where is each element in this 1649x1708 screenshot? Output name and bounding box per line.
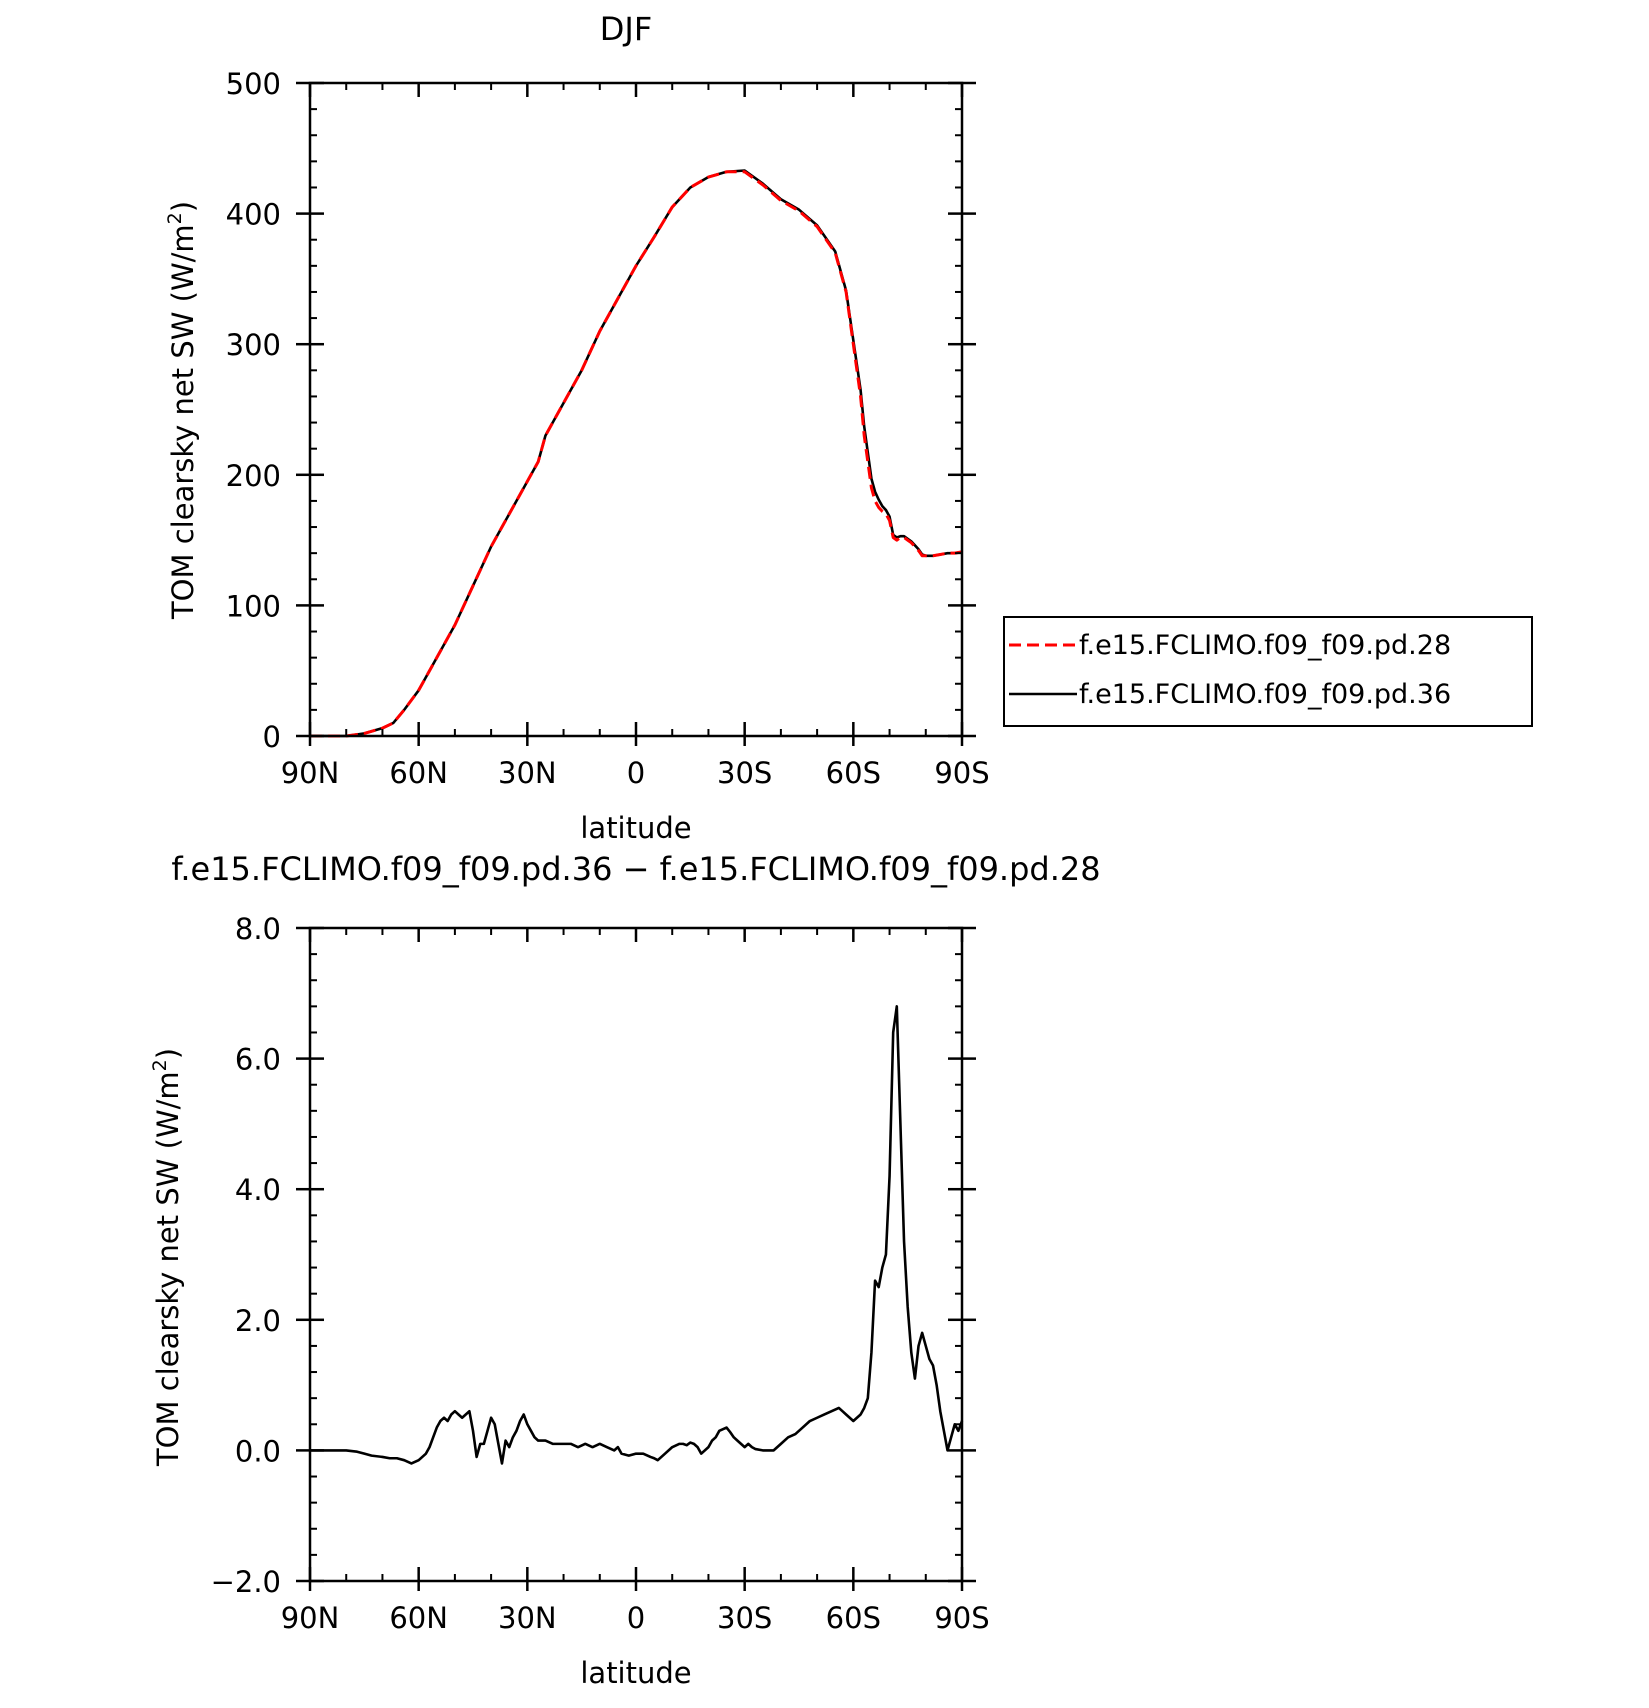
bottom-chart-y-tick-label: −2.0 (211, 1565, 281, 1599)
bottom-chart-y-axis-title: TOM clearsky net SW (W/m2) (149, 1048, 185, 1467)
top-chart: DJF 90N 60N 30N 0 30S 60S 90S0100200300400500 … (164, 10, 1533, 845)
bottom-chart-y-axis-title-end: ) (151, 1048, 185, 1059)
legend-label-pd36: f.e15.FCLIMO.f09_f09.pd.36 (1079, 679, 1451, 710)
top-chart-x-tick-label: 60S (826, 756, 881, 790)
legend-label-pd28: f.e15.FCLIMO.f09_f09.pd.28 (1079, 630, 1451, 661)
top-chart-y-tick-label: 0 (263, 720, 281, 754)
top-chart-series-line-0 (310, 170, 963, 738)
top-chart-y-tick-label: 400 (226, 198, 281, 232)
bottom-chart: f.e15.FCLIMO.f09_f09.pd.36 − f.e15.FCLIM… (149, 850, 1101, 1690)
bottom-chart-x-tick-label: 90S (934, 1601, 989, 1635)
top-chart-plot-frame (308, 81, 964, 738)
bottom-chart-y-axis-title-group: TOM clearsky net SW (W/m2) (149, 1048, 185, 1467)
bottom-chart-x-tick-label: 90N (281, 1601, 340, 1635)
top-chart-x-tick-label: 30S (717, 756, 772, 790)
bottom-chart-y-axis-title-main: TOM clearsky net SW (W/m (151, 1071, 185, 1467)
bottom-chart-x-tick-label: 60S (826, 1601, 881, 1635)
bottom-chart-x-tick-label: 60N (389, 1601, 448, 1635)
top-chart-y-tick-label: 500 (226, 67, 281, 101)
bottom-chart-y-tick-label: 8.0 (235, 912, 281, 946)
top-chart-x-tick-label: 0 (627, 756, 645, 790)
bottom-chart-y-tick-label: 2.0 (235, 1304, 281, 1338)
top-chart-legend: f.e15.FCLIMO.f09_f09.pd.28 f.e15.FCLIMO.… (1003, 616, 1533, 727)
top-chart-series-layer (310, 169, 963, 738)
top-chart-y-axis-title-group: TOM clearsky net SW (W/m2) (164, 201, 200, 620)
bottom-chart-title: f.e15.FCLIMO.f09_f09.pd.36 − f.e15.FCLIM… (171, 850, 1100, 888)
bottom-chart-y-tick-label: 0.0 (235, 1434, 281, 1468)
top-chart-x-tick-label: 30N (498, 756, 557, 790)
top-chart-title: DJF (600, 10, 652, 48)
top-chart-x-tick-label: 90N (281, 756, 340, 790)
bottom-chart-y-tick-label: 4.0 (235, 1173, 281, 1207)
top-chart-y-axis-title-main: TOM clearsky net SW (W/m (166, 224, 200, 620)
top-chart-x-tick-label: 90S (934, 756, 989, 790)
bottom-chart-plot-frame (308, 926, 964, 1583)
bottom-chart-y-axis-title-superscript: 2 (149, 1059, 171, 1071)
top-chart-y-tick-label: 100 (226, 589, 281, 623)
bottom-chart-y-tick-label: 6.0 (235, 1043, 281, 1077)
top-chart-y-tick-label: 300 (226, 328, 281, 362)
legend-box (1003, 616, 1533, 727)
bottom-chart-series-line-0 (310, 1005, 964, 1465)
top-chart-y-axis-title-superscript: 2 (164, 212, 186, 224)
bottom-chart-x-tick-label: 30S (717, 1601, 772, 1635)
top-chart-y-tick-label: 200 (226, 459, 281, 493)
top-chart-y-axis-title-end: ) (166, 201, 200, 212)
bottom-chart-x-axis-title: latitude (580, 1656, 691, 1690)
bottom-chart-series-layer (310, 1005, 964, 1465)
bottom-chart-x-tick-label: 30N (498, 1601, 557, 1635)
top-chart-x-axis-title: latitude (580, 811, 691, 845)
top-chart-ticks: 90N 60N 30N 0 30S 60S 90S 0 100 200 300 400 500 (226, 67, 990, 790)
bottom-chart-x-tick-label: 0 (627, 1601, 645, 1635)
top-chart-x-tick-label: 60N (389, 756, 448, 790)
top-chart-y-axis-title: TOM clearsky net SW (W/m2) (164, 201, 200, 620)
